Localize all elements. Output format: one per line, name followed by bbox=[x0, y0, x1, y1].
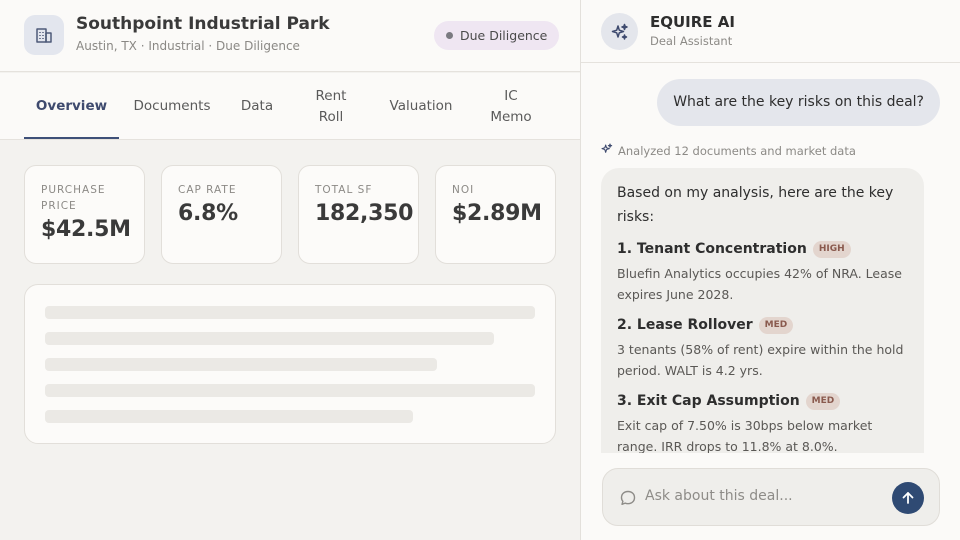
tab-rent-roll[interactable]: Rent Roll bbox=[315, 87, 347, 125]
metric-card-cap-rate: CAP RATE 6.8% bbox=[161, 165, 282, 264]
skeleton-line bbox=[45, 332, 494, 345]
risk-heading: 2. Lease Rollover MED bbox=[617, 316, 908, 334]
risk-heading: 1. Tenant Concentration HIGH bbox=[617, 240, 908, 258]
risk-heading: 3. Exit Cap Assumption MED bbox=[617, 392, 908, 410]
reply-intro: Based on my analysis, here are the key r… bbox=[617, 185, 894, 225]
chat-bubble-icon bbox=[619, 489, 637, 511]
tab-documents[interactable]: Documents bbox=[133, 98, 211, 114]
tab-bar: Overview Documents Data Rent Roll Valuat… bbox=[0, 73, 580, 140]
metric-value: 6.8% bbox=[178, 201, 238, 226]
arrow-up-icon bbox=[902, 492, 914, 504]
tab-data[interactable]: Data bbox=[240, 98, 274, 114]
skeleton-line bbox=[45, 410, 413, 423]
tab-overview[interactable]: Overview bbox=[35, 98, 108, 114]
user-message: What are the key risks on this deal? bbox=[657, 79, 940, 126]
skeleton-line bbox=[45, 384, 535, 397]
risk-severity-badge: MED bbox=[805, 392, 841, 410]
risk-title: 1. Tenant Concentration bbox=[617, 241, 807, 257]
send-button[interactable] bbox=[892, 482, 924, 514]
metric-value: $2.89M bbox=[452, 201, 542, 226]
metric-label: CAP RATE bbox=[178, 184, 237, 196]
risk-item: 1. Tenant Concentration HIGH Bluefin Ana… bbox=[617, 240, 908, 305]
chat-input-area: Ask about this deal... bbox=[581, 453, 960, 540]
status-badge-label: Due Diligence bbox=[460, 28, 548, 43]
assistant-subtitle: Deal Assistant bbox=[650, 34, 733, 48]
sparkle-small-icon bbox=[601, 143, 613, 158]
status-dot-icon bbox=[446, 32, 453, 39]
metric-label: TOTAL SF bbox=[315, 184, 373, 196]
status-badge[interactable]: Due Diligence bbox=[434, 21, 560, 50]
chat-input-placeholder: Ask about this deal... bbox=[645, 488, 793, 504]
risk-item: 2. Lease Rollover MED 3 tenants (58% of … bbox=[617, 316, 908, 381]
metric-label: NOI bbox=[452, 184, 475, 196]
skeleton-line bbox=[45, 306, 535, 319]
risk-title: 2. Lease Rollover bbox=[617, 317, 753, 333]
assistant-title: EQUIRE AI bbox=[650, 13, 735, 31]
assistant-header: EQUIRE AI Deal Assistant bbox=[581, 0, 960, 63]
risk-title: 3. Exit Cap Assumption bbox=[617, 393, 800, 409]
analysis-note: Analyzed 12 documents and market data bbox=[601, 143, 856, 158]
building-icon bbox=[24, 15, 64, 55]
risk-item: 3. Exit Cap Assumption MED Exit cap of 7… bbox=[617, 392, 908, 457]
metric-value: $42.5M bbox=[41, 217, 131, 242]
deal-header: Southpoint Industrial Park Austin, TX · … bbox=[0, 0, 580, 72]
sparkle-icon bbox=[601, 13, 638, 50]
risk-description: Exit cap of 7.50% is 30bps below market … bbox=[617, 418, 873, 454]
risk-description: 3 tenants (58% of rent) expire within th… bbox=[617, 342, 904, 378]
metric-label: PURCHASE PRICE bbox=[41, 184, 106, 212]
page-title: Southpoint Industrial Park bbox=[76, 14, 330, 34]
metric-card-purchase-price: PURCHASE PRICE $42.5M bbox=[24, 165, 145, 264]
property-subtitle: Austin, TX · Industrial · Due Diligence bbox=[76, 39, 300, 53]
risk-severity-badge: MED bbox=[758, 316, 794, 334]
tab-ic-memo[interactable]: IC Memo bbox=[490, 87, 532, 125]
skeleton-line bbox=[45, 358, 437, 371]
metric-card-noi: NOI $2.89M bbox=[435, 165, 556, 264]
analysis-note-text: Analyzed 12 documents and market data bbox=[618, 143, 856, 158]
loading-skeleton-card bbox=[24, 284, 556, 444]
deal-pane: Southpoint Industrial Park Austin, TX · … bbox=[0, 0, 580, 444]
assistant-pane: EQUIRE AI Deal Assistant What are the ke… bbox=[580, 0, 960, 540]
metric-card-total-sf: TOTAL SF 182,350 bbox=[298, 165, 419, 264]
risk-description: Bluefin Analytics occupies 42% of NRA. L… bbox=[617, 266, 902, 302]
active-tab-indicator bbox=[24, 137, 119, 139]
chat-input[interactable]: Ask about this deal... bbox=[602, 468, 940, 526]
tab-valuation[interactable]: Valuation bbox=[389, 98, 453, 114]
metric-value: 182,350 bbox=[315, 201, 414, 226]
assistant-reply: Based on my analysis, here are the key r… bbox=[601, 168, 924, 488]
risk-severity-badge: HIGH bbox=[812, 240, 851, 258]
